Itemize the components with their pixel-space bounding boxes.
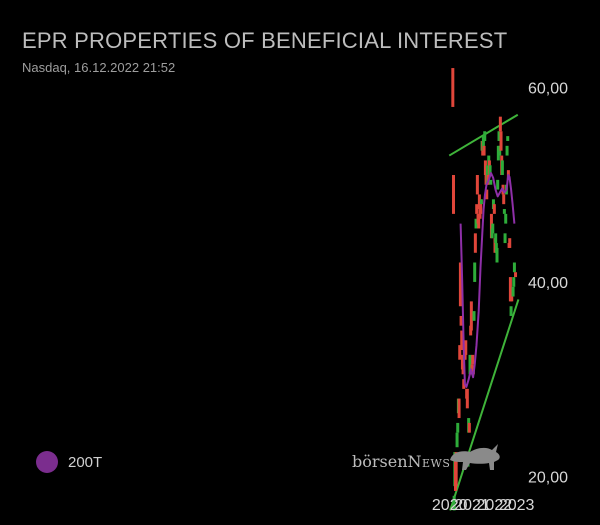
- x-tick-label: 2021: [454, 497, 490, 514]
- candle: [494, 233, 498, 244]
- candle: [511, 286, 515, 297]
- trend-line-lower: [449, 299, 520, 511]
- candle: [508, 277, 512, 302]
- candle: [468, 354, 472, 375]
- brand-part1: börsen: [352, 452, 408, 471]
- candle: [469, 325, 473, 336]
- candle: [503, 233, 507, 244]
- candle: [492, 204, 496, 214]
- legend: 200T: [36, 451, 102, 473]
- candle: [451, 68, 455, 107]
- candle: [461, 364, 465, 375]
- chart-subtitle: Nasdaq, 16.12.2022 21:52: [22, 60, 176, 75]
- candle: [458, 262, 462, 307]
- candle: [479, 199, 483, 205]
- candle: [482, 145, 486, 156]
- candle: [495, 247, 499, 263]
- candle: [473, 262, 477, 282]
- candle: [462, 379, 466, 389]
- candle: [498, 116, 502, 132]
- candle: [488, 165, 492, 175]
- candle: [473, 233, 477, 253]
- candle: [471, 354, 475, 365]
- candle: [496, 179, 500, 190]
- candle: [477, 213, 481, 229]
- candle: [475, 204, 479, 214]
- ma-legend-swatch: [36, 451, 58, 473]
- candle: [508, 238, 512, 248]
- candle: [509, 306, 513, 316]
- candle: [460, 354, 464, 370]
- candle: [514, 272, 518, 278]
- y-tick-label: 20,00: [528, 469, 568, 486]
- candle: [459, 315, 463, 326]
- candle: [512, 262, 516, 273]
- candle: [456, 422, 460, 433]
- brand-logo: börsenNews: [352, 452, 450, 471]
- candle: [455, 432, 459, 448]
- candle: [502, 209, 506, 214]
- candle: [491, 223, 495, 234]
- candle: [481, 136, 485, 151]
- candle: [458, 345, 462, 360]
- x-tick-label: 2020: [432, 497, 468, 514]
- candle: [479, 199, 483, 214]
- candle: [454, 452, 458, 487]
- candle: [510, 296, 514, 302]
- candle: [483, 131, 487, 141]
- candle: [500, 160, 504, 175]
- candle: [475, 175, 479, 195]
- ma-legend-label: 200T: [68, 453, 103, 471]
- candle: [469, 301, 473, 331]
- candle: [485, 189, 489, 200]
- candle: [505, 145, 509, 156]
- brand-part2: News: [407, 452, 451, 471]
- candle: [451, 175, 455, 214]
- candle: [452, 495, 456, 511]
- candle: [489, 179, 493, 185]
- candle: [499, 131, 503, 151]
- candle: [497, 131, 501, 141]
- candle: [474, 218, 478, 229]
- candle: [483, 160, 487, 175]
- y-tick-label: 60,00: [528, 81, 568, 98]
- moving-average-line: [459, 172, 516, 388]
- candle: [504, 213, 508, 224]
- candle: [457, 398, 461, 419]
- candle: [465, 388, 469, 409]
- x-tick-label: 2022: [477, 497, 513, 514]
- candle: [467, 422, 471, 433]
- candle: [502, 194, 506, 205]
- candle: [506, 136, 510, 141]
- candle: [460, 330, 464, 350]
- bull-icon: [450, 444, 500, 470]
- chart-title: EPR PROPERTIES OF BENEFICIAL INTEREST: [22, 28, 508, 53]
- y-tick-label: 40,00: [528, 275, 568, 292]
- candle: [464, 340, 468, 355]
- candle: [472, 311, 476, 321]
- x-tick-label: 2023: [499, 497, 535, 514]
- candle: [512, 277, 516, 287]
